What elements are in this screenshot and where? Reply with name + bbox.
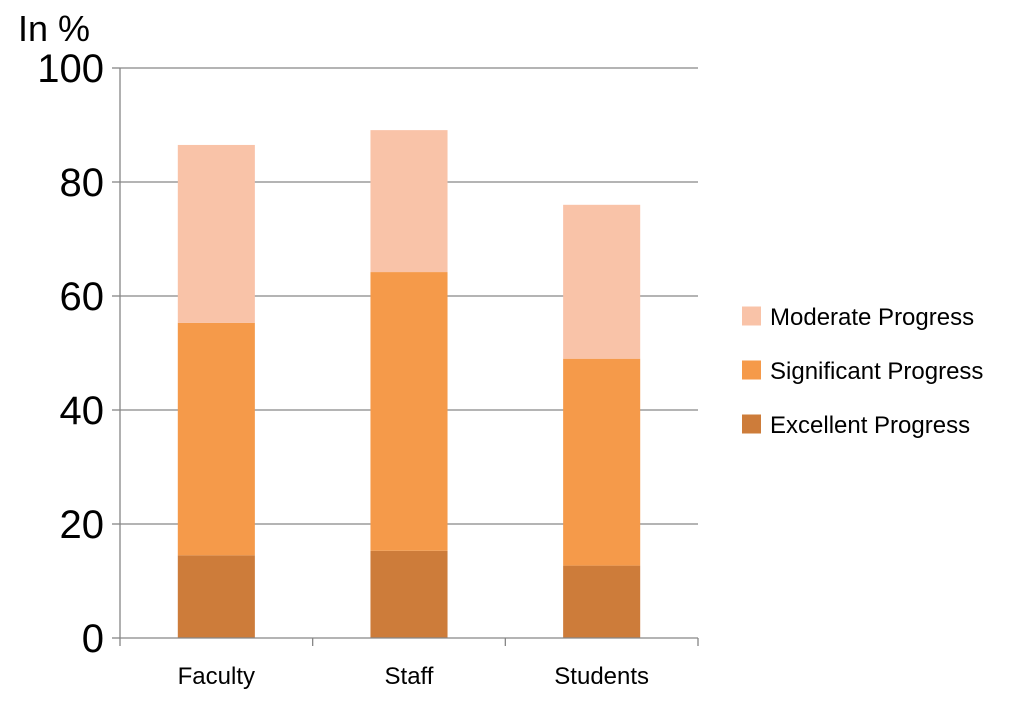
- y-tick-label-0: 0: [82, 617, 104, 661]
- y-tick-label-40: 40: [60, 389, 105, 433]
- y-tick-label-20: 20: [60, 503, 105, 547]
- y-axis-unit-label: In %: [18, 8, 90, 49]
- axes: [119, 68, 698, 639]
- bar-staff-moderate-progress: [370, 130, 448, 273]
- legend-swatch-moderate-progress: [742, 306, 761, 326]
- legend: Moderate Progress Significant Progress Exc…: [742, 304, 983, 439]
- x-tick-label-students: Students: [554, 663, 649, 690]
- y-tick-label-60: 60: [60, 275, 105, 319]
- y-tick-label-80: 80: [60, 161, 105, 205]
- bar-students-significant-progress: [563, 358, 641, 566]
- legend-label-significant-progress: Significant Progress: [770, 358, 983, 385]
- legend-label-excellent-progress: Excellent Progress: [770, 412, 970, 439]
- x-tick-label-staff: Staff: [385, 663, 434, 690]
- bar-students-moderate-progress: [563, 204, 641, 359]
- bar-faculty-excellent-progress: [177, 555, 255, 638]
- x-tick-label-faculty: Faculty: [178, 663, 255, 690]
- legend-swatch-excellent-progress: [742, 414, 761, 434]
- bar-faculty-significant-progress: [177, 322, 255, 556]
- legend-swatch-significant-progress: [742, 360, 761, 380]
- bar-staff-excellent-progress: [370, 550, 448, 638]
- legend-label-moderate-progress: Moderate Progress: [770, 304, 974, 331]
- bar-staff-significant-progress: [370, 272, 448, 551]
- y-tick-label-100: 100: [37, 47, 104, 91]
- bars: [177, 130, 641, 638]
- x-axis-ticks: Faculty Staff Students: [119, 638, 699, 690]
- bar-students-excellent-progress: [563, 565, 641, 638]
- bar-faculty-moderate-progress: [177, 144, 255, 323]
- y-axis-ticks: 0 20 40 60 80 100: [37, 47, 120, 661]
